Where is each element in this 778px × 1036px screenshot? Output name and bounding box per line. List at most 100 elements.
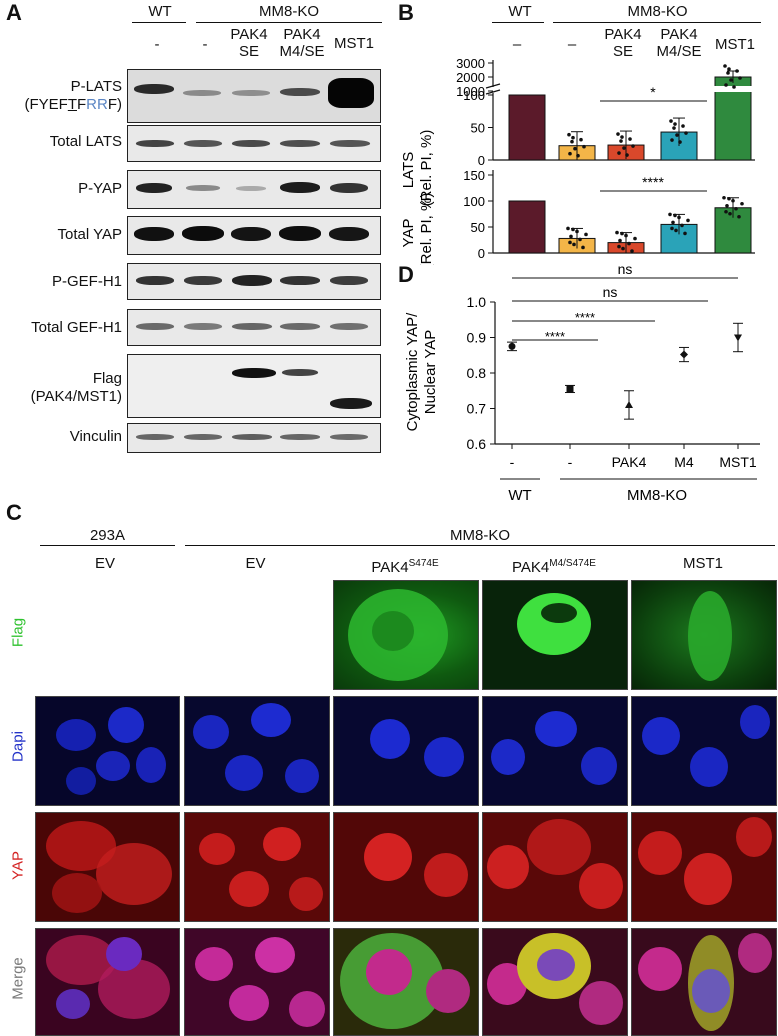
panel-b-letter: B bbox=[398, 0, 414, 25]
panel-c-col-ev-2: EV bbox=[245, 555, 266, 572]
panel-b-top-point bbox=[622, 146, 626, 150]
panel-b-bottom-point bbox=[575, 229, 579, 234]
panel-b-bottom-point bbox=[728, 211, 732, 216]
panel-b-top-point bbox=[617, 151, 621, 155]
panel-b-top-point bbox=[678, 140, 682, 144]
panel-b-bottom-point bbox=[568, 240, 572, 245]
panel-a-letter: A bbox=[6, 0, 22, 25]
blot-label-total-lats: Total LATS bbox=[49, 133, 122, 150]
blot-label-p-yap: P-YAP bbox=[78, 180, 122, 197]
panel-c-293a-rule bbox=[40, 545, 175, 546]
panel-b-top-point bbox=[669, 119, 673, 123]
panel-d-ytick-label: 1.0 bbox=[467, 294, 487, 310]
micrograph-yap-293a bbox=[35, 812, 180, 922]
panel-b-top-point bbox=[723, 64, 727, 68]
panel-d-point bbox=[680, 350, 688, 359]
panel-b-bottom-point bbox=[680, 223, 684, 228]
panel-d-letter: D bbox=[398, 262, 414, 287]
panel-d-xtick-label: - bbox=[510, 454, 515, 470]
blot-total-lats bbox=[127, 125, 381, 162]
panel-b-wt-rule bbox=[492, 22, 544, 23]
micrograph-yap-ev bbox=[184, 812, 330, 922]
panel-b-top-point bbox=[582, 144, 586, 149]
panel-d-sig-1: ns bbox=[618, 262, 633, 277]
panel-b-top-ylabel-2: (Rel. PI, %) bbox=[418, 130, 435, 207]
panel-c-row-dapi: Dapi bbox=[9, 731, 27, 762]
micrograph-yap-pak4 bbox=[333, 812, 479, 922]
panel-b-bottom-tick-label: 0 bbox=[478, 246, 485, 261]
panel-b-bottom-point bbox=[569, 234, 573, 239]
micrograph-yap-mst1 bbox=[631, 812, 777, 922]
blot-label-vinculin: Vinculin bbox=[69, 428, 122, 445]
panel-b-bottom-point bbox=[566, 226, 570, 231]
panel-b-bottom-ylabel-1: YAP bbox=[400, 219, 417, 248]
panel-b-top-tick-label: 2000 bbox=[456, 70, 485, 85]
panel-a-lane-1: - bbox=[154, 36, 160, 53]
panel-b-bottom-point bbox=[734, 206, 738, 211]
panel-b-wt-label: WT bbox=[508, 3, 532, 20]
panel-b-bottom-point bbox=[737, 214, 741, 219]
panel-b-top-tick-label: 50 bbox=[471, 121, 485, 136]
panel-c-col-pak4: PAK4S474E bbox=[371, 558, 439, 576]
panel-d-wt-label: WT bbox=[508, 487, 531, 504]
micrograph-dapi-pak4m4 bbox=[482, 696, 628, 806]
panel-b-bottom-point bbox=[624, 233, 628, 238]
panel-b-top-point bbox=[726, 71, 730, 75]
panel-b-bottom-point bbox=[627, 241, 631, 246]
panel-a-lane-3: PAK4 SE bbox=[230, 26, 268, 60]
panel-b-axis-break-1 bbox=[485, 83, 501, 89]
panel-d-sig-4: **** bbox=[545, 329, 565, 344]
panel-b-top-point bbox=[567, 132, 571, 137]
panel-b-top-point bbox=[628, 137, 632, 141]
panel-c-row-merge: Merge bbox=[9, 957, 27, 1000]
panel-b-bottom-point bbox=[578, 237, 582, 242]
micrograph-merge-pak4 bbox=[333, 928, 479, 1036]
panel-b-lane-5: MST1 bbox=[714, 36, 755, 53]
micrograph-flag-mst1 bbox=[631, 580, 777, 690]
panel-c-col-ev-1: EV bbox=[94, 555, 115, 572]
panel-c-ko-label: MM8-KO bbox=[450, 527, 510, 544]
panel-d-xtick-label: M4 bbox=[674, 454, 694, 470]
panel-a-lane-2: - bbox=[202, 36, 208, 53]
panel-b-top-tick-label: 3000 bbox=[456, 56, 485, 71]
blot-flag bbox=[127, 354, 381, 418]
panel-b-top-point bbox=[684, 131, 688, 135]
panel-d-ytick-label: 0.7 bbox=[467, 401, 487, 417]
panel-b-bottom-point bbox=[670, 226, 674, 231]
panel-b-bottom-point bbox=[572, 242, 576, 247]
panel-b-lane-4: PAK4 M4/SE bbox=[656, 26, 702, 60]
blot-label-total-yap: Total YAP bbox=[57, 226, 122, 243]
panel-d-xtick-label: MST1 bbox=[719, 454, 757, 470]
panel-b-top-point bbox=[576, 153, 580, 158]
micrograph-yap-pak4m4 bbox=[482, 812, 628, 922]
panel-b-bottom-point bbox=[633, 236, 637, 241]
panel-d-ytick-label: 0.9 bbox=[467, 330, 487, 346]
panel-b-top-tick-label: 0 bbox=[478, 153, 485, 168]
panel-b-bottom-point bbox=[621, 246, 625, 251]
panel-d-xtick-label: - bbox=[568, 454, 573, 470]
panel-b-top-point bbox=[568, 151, 572, 156]
panel-b-bottom-point bbox=[740, 201, 744, 206]
panel-b-top-point bbox=[571, 135, 575, 140]
panel-b-bottom-ylabel-2: (Rel. PI, %) bbox=[418, 193, 435, 265]
blot-label-p-lats: P-LATS (FYEFTFRRF) bbox=[24, 78, 122, 113]
panel-b-bottom-point bbox=[571, 227, 575, 232]
panel-b-bottom-point bbox=[668, 212, 672, 217]
micrograph-merge-293a bbox=[35, 928, 180, 1036]
panel-b-bottom-point bbox=[725, 203, 729, 208]
micrograph-merge-pak4m4 bbox=[482, 928, 628, 1036]
panel-b-lane-2: – bbox=[567, 36, 577, 53]
panel-b-bottom-point bbox=[722, 195, 726, 200]
panel-c-col-mst1: MST1 bbox=[682, 555, 723, 572]
panel-b-bottom-tick-label: 50 bbox=[471, 220, 485, 235]
panel-b-top-point bbox=[735, 69, 739, 73]
panel-d-sig-3: **** bbox=[575, 310, 595, 325]
blot-label-p-gef-h1: P-GEF-H1 bbox=[51, 273, 122, 290]
blot-vinculin bbox=[127, 423, 381, 453]
panel-b-top-bar-break bbox=[714, 86, 752, 92]
panel-b-top-point bbox=[579, 137, 583, 142]
panel-d-ylabel-2: Nuclear YAP bbox=[422, 330, 439, 415]
panel-b-top-point bbox=[724, 83, 728, 87]
blot-p-gef-h1 bbox=[127, 263, 381, 300]
panel-b-top-point bbox=[625, 153, 629, 157]
